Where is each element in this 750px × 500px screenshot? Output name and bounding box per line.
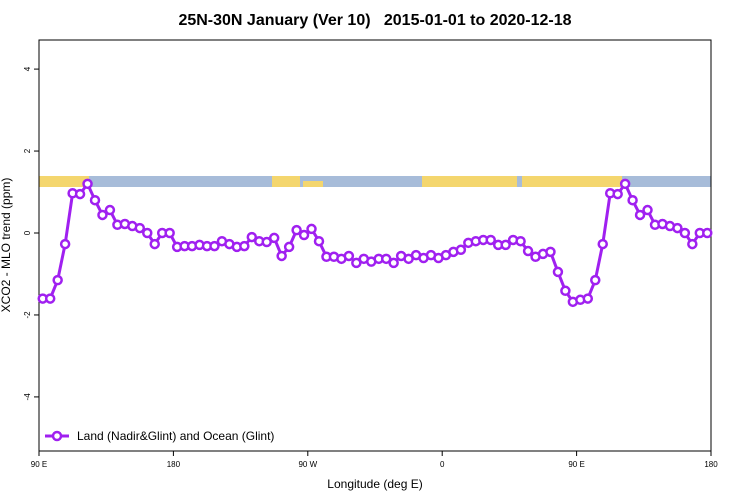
y-tick-label: 4 — [23, 66, 32, 71]
data-point — [627, 194, 638, 206]
data-point — [522, 245, 534, 257]
y-tick-label: 0 — [23, 230, 32, 235]
x-tick-label: 180 — [704, 460, 718, 469]
legend-label: Land (Nadir&Glint) and Ocean (Glint) — [77, 429, 274, 443]
data-point — [104, 204, 116, 216]
data-point — [239, 240, 250, 252]
x-tick-label: 0 — [440, 460, 445, 469]
data-point — [298, 229, 310, 241]
x-tick-label: 90 E — [568, 460, 584, 469]
data-point — [261, 236, 272, 248]
data-point — [545, 246, 556, 258]
y-tick-label: 2 — [23, 148, 32, 153]
y-tick-label: -2 — [23, 311, 32, 319]
data-point — [52, 274, 63, 286]
data-point — [560, 285, 571, 297]
data-point — [276, 250, 287, 262]
data-point — [306, 223, 317, 235]
x-tick-label: 90 W — [298, 460, 317, 469]
data-point — [590, 274, 601, 286]
y-axis-label: XCO2 - MLO trend (ppm) — [0, 178, 13, 313]
map-strip — [39, 176, 711, 187]
data-point — [515, 235, 526, 247]
data-point — [142, 227, 153, 239]
data-point — [485, 234, 496, 246]
data-point — [343, 250, 355, 262]
data-point — [89, 194, 101, 206]
data-point — [97, 209, 108, 221]
data-point — [702, 227, 713, 239]
data-point — [209, 240, 220, 252]
data-point — [672, 222, 683, 234]
x-tick-label: 180 — [167, 460, 181, 469]
data-point — [380, 253, 392, 265]
data-point — [291, 224, 302, 236]
data-point — [149, 238, 160, 250]
x-tick-label: 90 E — [31, 460, 47, 469]
data-point — [500, 239, 511, 251]
y-tick-label: -4 — [23, 393, 32, 401]
data-point — [679, 227, 691, 239]
data-point — [134, 222, 146, 234]
legend-marker — [51, 430, 63, 442]
data-point — [268, 232, 280, 244]
data-point — [634, 209, 646, 221]
x-axis-label: Longitude (deg E) — [327, 477, 422, 491]
data-point — [283, 241, 295, 253]
data-point — [388, 257, 399, 269]
data-point — [597, 238, 608, 250]
data-point — [619, 178, 631, 190]
data-point — [44, 293, 56, 304]
data-point — [582, 293, 594, 304]
data-point — [59, 238, 71, 250]
data-point — [313, 235, 325, 247]
data-point — [164, 227, 175, 239]
data-point — [612, 188, 623, 200]
data-point — [74, 188, 86, 200]
data-point — [246, 231, 258, 243]
data-point — [552, 266, 564, 278]
data-point — [642, 204, 653, 216]
data-point — [455, 244, 467, 256]
data-point — [351, 257, 362, 269]
plot-frame — [38, 39, 712, 452]
data-point — [82, 178, 93, 190]
data-point — [687, 238, 698, 250]
chart-title: 25N-30N January (Ver 10) 2015-01-01 to 2… — [178, 12, 571, 29]
